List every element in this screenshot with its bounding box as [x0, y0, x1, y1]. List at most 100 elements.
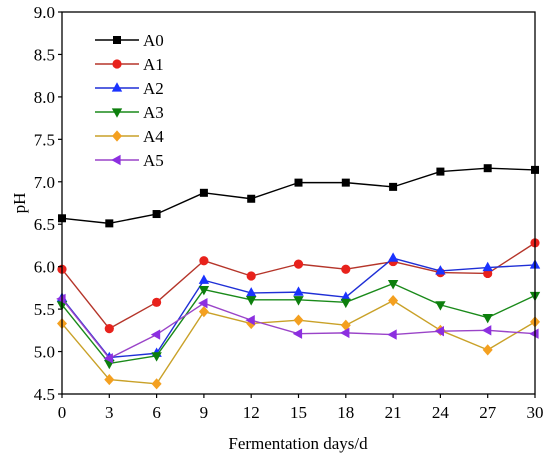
- legend-item-A5: A5: [95, 151, 164, 170]
- legend-marker-A0: [113, 36, 121, 44]
- legend-marker-A4: [112, 130, 122, 142]
- data-point-A1-3: [104, 324, 114, 334]
- data-point-A4-21: [388, 295, 399, 307]
- y-tick-label: 9.0: [34, 3, 55, 22]
- data-point-A3-6: [151, 352, 162, 362]
- data-point-A5-21: [387, 329, 397, 340]
- data-point-A5-12: [245, 314, 255, 326]
- legend-marker-A5: [111, 154, 121, 166]
- series-A4: [57, 295, 540, 390]
- legend-item-A4: A4: [95, 127, 164, 146]
- legend-item-A0: A0: [95, 31, 164, 50]
- x-tick-label: 24: [432, 403, 450, 422]
- legend-label-A4: A4: [143, 127, 164, 146]
- x-tick-label: 21: [385, 403, 402, 422]
- data-point-A3-9: [198, 285, 210, 296]
- data-point-A0-24: [436, 167, 445, 176]
- y-tick-label: 5.5: [34, 300, 55, 319]
- data-point-A2-21: [387, 252, 399, 262]
- data-point-A1-18: [341, 264, 351, 274]
- y-tick-label: 5.0: [34, 343, 55, 362]
- legend-label-A0: A0: [143, 31, 164, 50]
- data-point-A0-21: [389, 182, 398, 191]
- data-point-A0-3: [105, 219, 114, 228]
- series-A0: [58, 164, 539, 228]
- x-tick-label: 3: [105, 403, 114, 422]
- legend-item-A1: A1: [95, 55, 164, 74]
- series-line-A0: [61, 167, 536, 225]
- x-tick-label: 6: [152, 403, 161, 422]
- y-tick-label: 4.5: [34, 385, 55, 404]
- data-point-A2-15: [293, 286, 304, 296]
- data-point-A4-12: [246, 317, 257, 330]
- x-tick-label: 27: [479, 403, 497, 422]
- legend-label-A3: A3: [143, 103, 164, 122]
- y-tick-label: 6.5: [34, 215, 55, 234]
- data-point-A5-0: [56, 293, 66, 305]
- data-point-A1-15: [293, 259, 304, 269]
- data-point-A4-3: [104, 373, 115, 386]
- data-point-A5-18: [340, 327, 350, 339]
- x-tick-label: 30: [527, 403, 544, 422]
- x-tick-label: 0: [58, 403, 67, 422]
- data-point-A2-18: [340, 291, 351, 301]
- data-point-A2-27: [482, 261, 493, 272]
- data-point-A2-24: [435, 265, 446, 275]
- data-point-A4-6: [151, 378, 162, 390]
- data-point-A0-6: [152, 210, 161, 219]
- series-A3: [56, 280, 541, 370]
- x-tick-label: 15: [290, 403, 307, 422]
- series-A5: [56, 293, 539, 364]
- data-point-A5-24: [434, 325, 444, 337]
- data-point-A5-9: [198, 297, 208, 309]
- series-line-A5: [61, 298, 536, 360]
- x-axis-title: Fermentation days/d: [228, 434, 368, 453]
- data-point-A0-9: [199, 188, 208, 197]
- x-tick-label: 9: [200, 403, 209, 422]
- data-point-A3-15: [293, 296, 304, 306]
- y-tick-label: 6.0: [34, 258, 55, 277]
- data-point-A0-12: [247, 194, 256, 203]
- legend-marker-A2: [111, 82, 123, 92]
- y-axis-title: pH: [10, 193, 29, 214]
- data-point-A5-6: [150, 329, 161, 340]
- legend-label-A2: A2: [143, 79, 164, 98]
- data-point-A0-27: [483, 164, 492, 173]
- data-point-A5-15: [292, 328, 303, 339]
- data-point-A5-3: [103, 353, 113, 364]
- data-point-A0-15: [294, 178, 303, 187]
- data-point-A2-12: [246, 287, 257, 297]
- data-point-A3-24: [435, 301, 446, 311]
- data-point-A1-12: [246, 271, 256, 281]
- legend-marker-A1: [112, 59, 122, 69]
- legend-label-A1: A1: [143, 55, 164, 74]
- data-point-A1-9: [199, 256, 209, 266]
- data-point-A3-27: [482, 314, 493, 324]
- data-point-A4-27: [482, 344, 493, 356]
- series-line-A4: [61, 299, 536, 385]
- data-point-A2-9: [198, 274, 210, 284]
- data-point-A4-15: [293, 314, 304, 326]
- x-tick-label: 12: [243, 403, 260, 422]
- data-point-A3-12: [246, 296, 257, 306]
- y-tick-label: 7.5: [34, 130, 55, 149]
- x-tick-label: 18: [337, 403, 354, 422]
- data-point-A3-21: [387, 280, 399, 290]
- data-point-A5-30: [529, 328, 539, 339]
- legend-marker-A3: [111, 108, 123, 118]
- series-layer: [56, 164, 541, 390]
- data-point-A1-6: [152, 297, 162, 307]
- legend-item-A3: A3: [95, 103, 164, 122]
- x-axis: 0 3 6 9 12 15 18 21 24 27 30: [58, 394, 544, 422]
- legend-item-A2: A2: [95, 79, 164, 98]
- y-axis: 4.5 5.0 5.5 6.0 6.5 7.0 7.5 8.0 8.5 9.0: [34, 3, 62, 404]
- data-point-A0-18: [341, 178, 350, 187]
- y-tick-label: 8.0: [34, 88, 55, 107]
- data-point-A5-27: [481, 325, 492, 336]
- data-point-A3-18: [340, 298, 351, 309]
- legend: A0 A1 A2 A3 A4 A5: [95, 31, 164, 170]
- legend-label-A5: A5: [143, 151, 164, 170]
- data-point-A1-27: [483, 268, 493, 279]
- data-point-A4-18: [340, 319, 351, 331]
